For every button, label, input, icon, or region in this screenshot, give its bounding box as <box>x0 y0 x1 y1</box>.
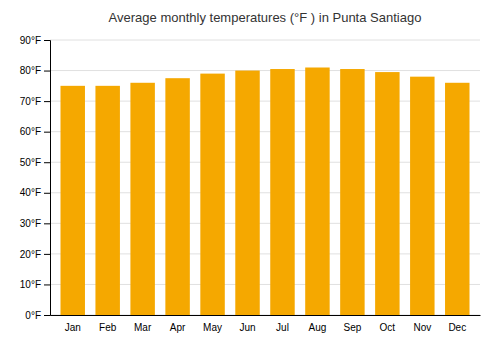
bar <box>270 69 294 315</box>
y-tick: 30°F <box>20 218 50 229</box>
bar <box>410 77 434 315</box>
y-tick: 10°F <box>20 279 50 290</box>
x-tick-label: Jan <box>65 322 81 333</box>
y-tick: 0°F <box>25 310 50 321</box>
x-tick-label: Sep <box>343 322 361 333</box>
bar <box>235 71 259 315</box>
y-tick-mark <box>44 132 50 133</box>
x-tick-label: May <box>203 322 222 333</box>
y-tick-label: 40°F <box>20 187 41 198</box>
y-tick-mark <box>44 40 50 41</box>
title: Average monthly temperatures (°F ) in Pu… <box>109 10 422 25</box>
grid <box>50 40 480 315</box>
x-axis: Jan Feb Mar Apr May Jun Jul Aug Sep Oct Nov Dec <box>51 316 481 334</box>
y-tick-label: 10°F <box>20 279 41 290</box>
x-tick-label: Apr <box>170 322 186 333</box>
x-tick: Nov <box>413 322 431 333</box>
x-tick: Sep <box>343 322 361 333</box>
bar <box>130 83 154 315</box>
bar <box>200 74 224 315</box>
x-tick-label: Mar <box>134 322 152 333</box>
y-tick-label: 20°F <box>20 249 41 260</box>
y-tick: 50°F <box>20 157 50 168</box>
x-tick: Dec <box>448 322 466 333</box>
y-tick-label: 30°F <box>20 218 41 229</box>
grid-line <box>50 70 480 71</box>
y-tick-label: 0°F <box>25 310 41 321</box>
bar <box>375 72 399 315</box>
x-tick-label: Nov <box>413 322 431 333</box>
x-tick: Apr <box>170 322 186 333</box>
y-tick-mark <box>44 284 50 285</box>
x-tick: Jul <box>276 322 289 333</box>
grid-line <box>50 40 480 41</box>
y-tick: 40°F <box>20 187 50 198</box>
x-tick-label: Feb <box>99 322 117 333</box>
x-axis-line <box>51 315 481 316</box>
y-tick-mark <box>44 101 50 102</box>
y-tick: 70°F <box>20 96 50 107</box>
x-tick: Feb <box>99 322 117 333</box>
bar <box>165 78 189 315</box>
y-tick-mark <box>44 315 50 316</box>
x-tick: Oct <box>380 322 396 333</box>
plot: 0°F 10°F 20°F 30°F 40°F 50°F 60°F 70°F 80°F 90°F J… <box>20 35 481 333</box>
x-tick: Jan <box>65 322 81 333</box>
x-tick-label: Dec <box>448 322 466 333</box>
y-tick: 20°F <box>20 249 50 260</box>
x-tick-label: Aug <box>309 322 327 333</box>
y-tick-label: 70°F <box>20 96 41 107</box>
bars <box>60 68 469 316</box>
y-tick: 80°F <box>20 65 50 76</box>
x-tick-label: Oct <box>380 322 396 333</box>
x-tick: Aug <box>309 322 327 333</box>
y-tick-mark <box>44 223 50 224</box>
bar <box>60 86 84 315</box>
x-tick: Mar <box>134 322 152 333</box>
y-tick: 60°F <box>20 126 50 137</box>
y-tick-label: 80°F <box>20 65 41 76</box>
y-axis-line <box>44 41 51 316</box>
y-tick-mark <box>44 254 50 255</box>
bar <box>445 83 469 315</box>
y-tick-mark <box>44 162 50 163</box>
chart: 0°F 10°F 20°F 30°F 40°F 50°F 60°F 70°F 80°F 90°F J… <box>0 0 500 350</box>
y-tick-mark <box>44 71 50 72</box>
y-axis: 0°F 10°F 20°F 30°F 40°F 50°F 60°F 70°F 80°F 90°F <box>20 35 51 321</box>
x-tick-label: Jul <box>276 322 289 333</box>
bar <box>340 69 364 315</box>
y-tick-label: 90°F <box>20 35 41 46</box>
x-tick-label: Jun <box>239 322 255 333</box>
y-tick: 90°F <box>20 35 50 46</box>
x-tick: Jun <box>239 322 255 333</box>
x-tick: May <box>203 322 222 333</box>
y-tick-mark <box>44 193 50 194</box>
bar <box>95 86 119 315</box>
y-tick-label: 60°F <box>20 126 41 137</box>
bar <box>305 68 329 316</box>
y-tick-label: 50°F <box>20 157 41 168</box>
